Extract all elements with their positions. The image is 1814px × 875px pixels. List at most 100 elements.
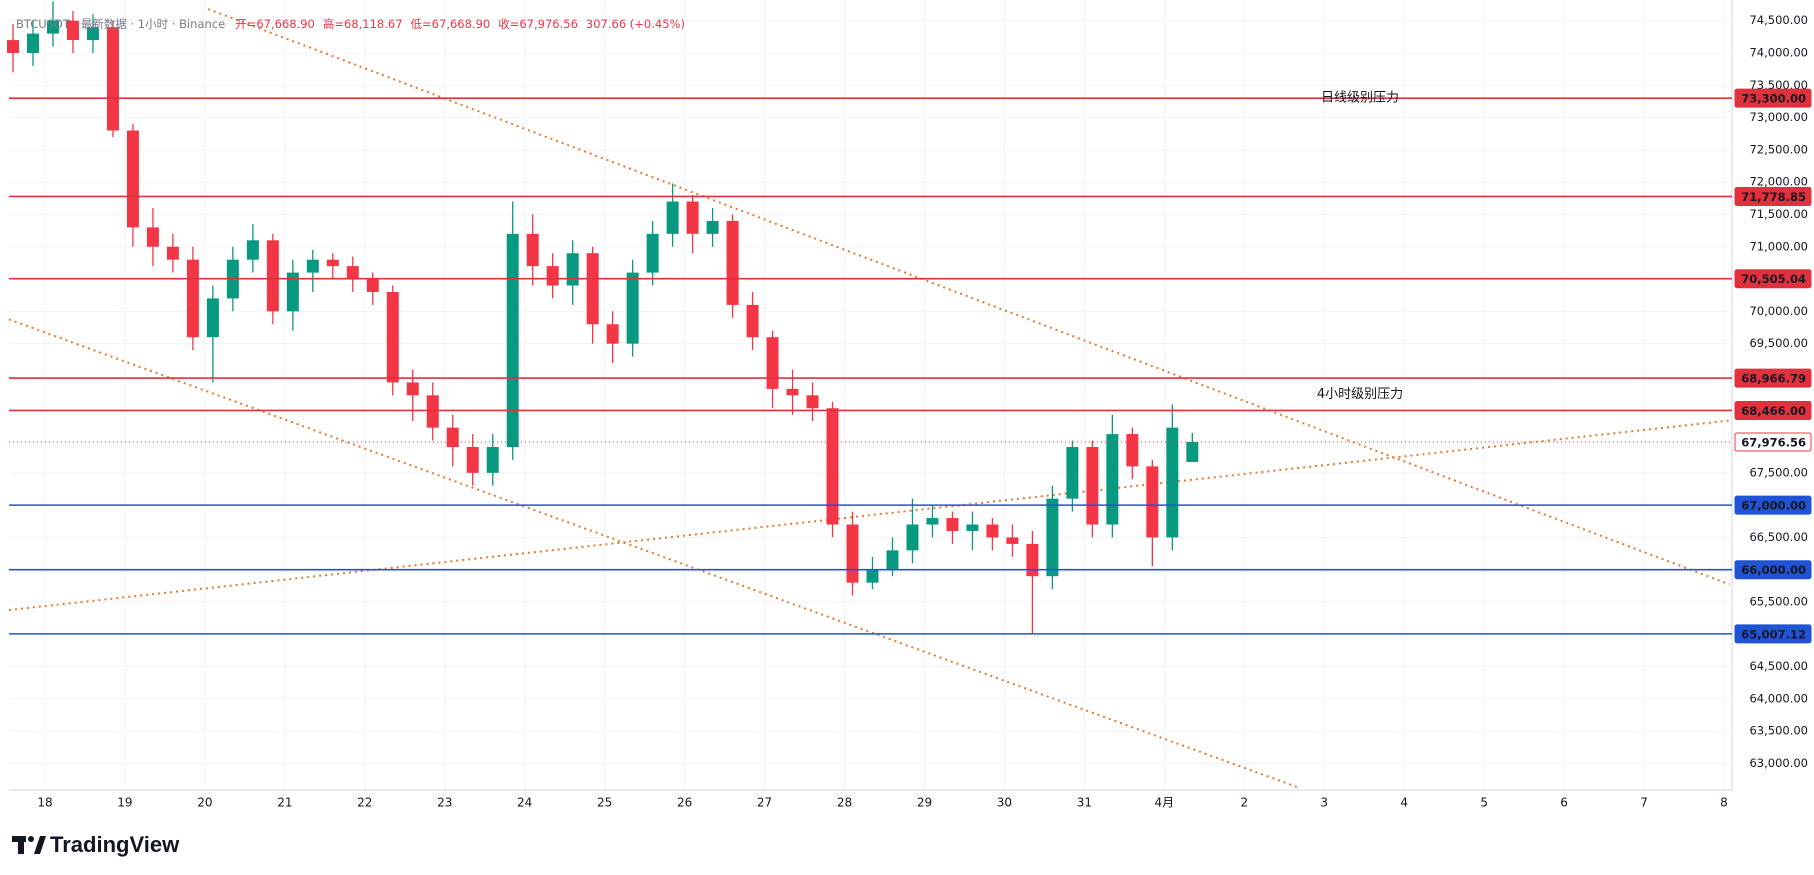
candle-body (866, 569, 879, 583)
y-tick-label: 72,000.00 (1749, 175, 1808, 189)
y-tick-label: 67,500.00 (1749, 465, 1808, 479)
candle-body (1066, 446, 1079, 499)
candle-body (426, 395, 439, 428)
candle-body (406, 382, 419, 396)
candle-body (546, 266, 559, 286)
candle-body (206, 298, 219, 338)
y-tick-label: 73,500.00 (1749, 78, 1808, 92)
candle-body (986, 524, 999, 538)
ohlc-close: 收=67,976.56 (498, 17, 578, 31)
header: BTCUSDT · 最新数据 · 1小时 · Binance 开=67,668.9… (16, 17, 685, 31)
candle-body (1106, 434, 1119, 525)
candle-body (706, 220, 719, 234)
candle-body (1186, 442, 1199, 462)
x-tick-label: 30 (997, 796, 1012, 810)
x-tick-label: 26 (677, 796, 692, 810)
x-tick-label: 2 (1240, 796, 1248, 810)
candle-body (626, 272, 639, 344)
price-level-box (1734, 368, 1812, 388)
candle-body (86, 27, 99, 41)
x-tick-label: 23 (437, 796, 452, 810)
x-tick-label: 27 (757, 796, 772, 810)
level-annotation: 日线级别压力 (1321, 91, 1399, 106)
price-level-box (1734, 186, 1812, 206)
y-tick-label: 71,000.00 (1749, 239, 1808, 253)
candle-body (1086, 446, 1099, 525)
price-level-box (1734, 495, 1812, 515)
candle-body (286, 272, 299, 312)
y-tick-label: 74,500.00 (1749, 13, 1808, 27)
candle-body (646, 233, 659, 273)
trendline (207, 8, 1730, 586)
candle-body (926, 518, 939, 525)
symbol-title: BTCUSDT · 最新数据 · 1小时 · Binance (16, 17, 225, 31)
x-tick-label: 4 (1400, 796, 1408, 810)
trendline (8, 419, 1730, 612)
x-tick-label: 20 (197, 796, 212, 810)
price-level-label: 67,976.56 (1741, 436, 1806, 450)
plot (6, 1, 1730, 789)
ohlc-high: 高=68,118.67 (323, 17, 403, 31)
candle-body (806, 395, 819, 409)
x-tick-label: 22 (357, 796, 372, 810)
candle-body (1146, 466, 1159, 538)
price-level-label: 73,300.00 (1741, 92, 1806, 106)
logo-part (28, 836, 34, 842)
x-tick-label: 28 (837, 796, 852, 810)
price-level-box (1734, 560, 1812, 580)
y-tick-label: 74,000.00 (1749, 45, 1808, 59)
ohlc-change: 307.66 (+0.45%) (586, 17, 685, 31)
x-tick-label: 6 (1560, 796, 1568, 810)
brand-logo: TradingView (12, 832, 180, 857)
candle-body (746, 304, 759, 338)
candle-body (506, 233, 519, 447)
logo-part (18, 836, 24, 854)
price-level-label: 67,000.00 (1741, 499, 1806, 513)
y-tick-label: 63,500.00 (1749, 724, 1808, 738)
candle-body (6, 40, 19, 53)
x-tick-label: 8 (1720, 796, 1728, 810)
candle-body (686, 201, 699, 234)
y-tick-label: 72,500.00 (1749, 142, 1808, 156)
price-level-box (1734, 88, 1812, 108)
candle-body (26, 33, 39, 53)
candle-body (846, 524, 859, 583)
x-tick-label: 19 (117, 796, 132, 810)
candle-body (826, 408, 839, 525)
x-tick-label: 5 (1480, 796, 1488, 810)
x-tick-label: 25 (597, 796, 612, 810)
candle-body (486, 446, 499, 473)
price-level-label: 66,000.00 (1741, 563, 1806, 577)
trendline (8, 318, 1300, 789)
y-tick-label: 69,500.00 (1749, 336, 1808, 350)
candle-body (906, 524, 919, 551)
y-tick-label: 64,500.00 (1749, 659, 1808, 673)
x-tick-label: 31 (1077, 796, 1092, 810)
candle-body (466, 446, 479, 473)
candle-body (1126, 434, 1139, 467)
candle-body (266, 240, 279, 312)
price-level-label: 70,505.04 (1741, 272, 1806, 286)
candle-body (666, 201, 679, 234)
candle-body (726, 220, 739, 305)
x-tick-label: 3 (1320, 796, 1328, 810)
y-tick-label: 65,500.00 (1749, 595, 1808, 609)
candle-body (766, 337, 779, 389)
x-tick-label: 18 (37, 796, 52, 810)
y-tick-label: 66,500.00 (1749, 530, 1808, 544)
candle-body (1006, 537, 1019, 544)
y-tick-label: 64,000.00 (1749, 691, 1808, 705)
price-level-box (1734, 624, 1812, 644)
ohlc-low: 低=67,668.90 (411, 17, 491, 31)
candle-body (146, 227, 159, 247)
candle-body (1166, 427, 1179, 538)
price-level-box (1734, 400, 1812, 420)
candle-body (966, 524, 979, 531)
x-tick-label: 4月 (1155, 796, 1175, 810)
candle-body (1046, 498, 1059, 577)
candle-body (526, 233, 539, 267)
y-tick-label: 70,000.00 (1749, 304, 1808, 318)
candle-body (366, 279, 379, 292)
